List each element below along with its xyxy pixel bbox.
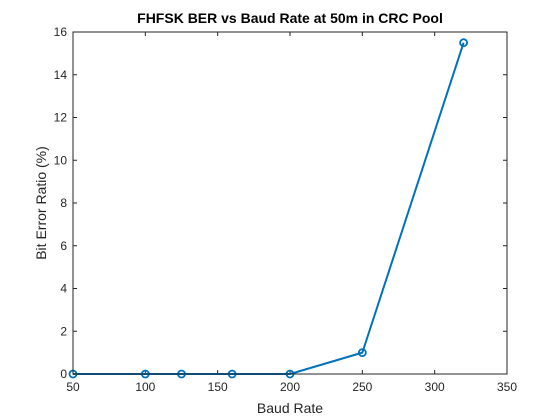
- x-tick-label: 50: [66, 380, 80, 394]
- data-point-marker: [357, 348, 367, 358]
- x-tick-label: 200: [280, 380, 300, 394]
- y-tick-label: 0: [60, 367, 67, 381]
- x-tick-label: 150: [208, 380, 228, 394]
- y-tick-label: 14: [54, 68, 68, 82]
- x-tick-label: 100: [135, 380, 155, 394]
- tick-labels: 50 100 150 200 250 300 350 0 2 4 6 8 10 12 14 16: [54, 25, 518, 394]
- plot-area-border: [72, 31, 508, 375]
- y-tick-label: 12: [54, 111, 68, 125]
- y-tick-label: 2: [60, 324, 67, 338]
- plot-area-background: [73, 32, 507, 374]
- x-tick-label: 300: [425, 380, 445, 394]
- x-axis-label: Baud Rate: [257, 400, 323, 416]
- x-tick-label: 350: [497, 380, 517, 394]
- data-point-marker: [459, 38, 469, 48]
- y-axis-label: Bit Error Ratio (%): [33, 146, 49, 260]
- x-tick-label: 250: [352, 380, 372, 394]
- y-tick-label: 4: [60, 282, 67, 296]
- y-tick-label: 16: [54, 25, 68, 39]
- y-tick-label: 8: [60, 196, 67, 210]
- y-tick-label: 10: [54, 153, 68, 167]
- chart-title: FHFSK BER vs Baud Rate at 50m in CRC Poo…: [137, 10, 443, 26]
- y-tick-label: 6: [60, 239, 67, 253]
